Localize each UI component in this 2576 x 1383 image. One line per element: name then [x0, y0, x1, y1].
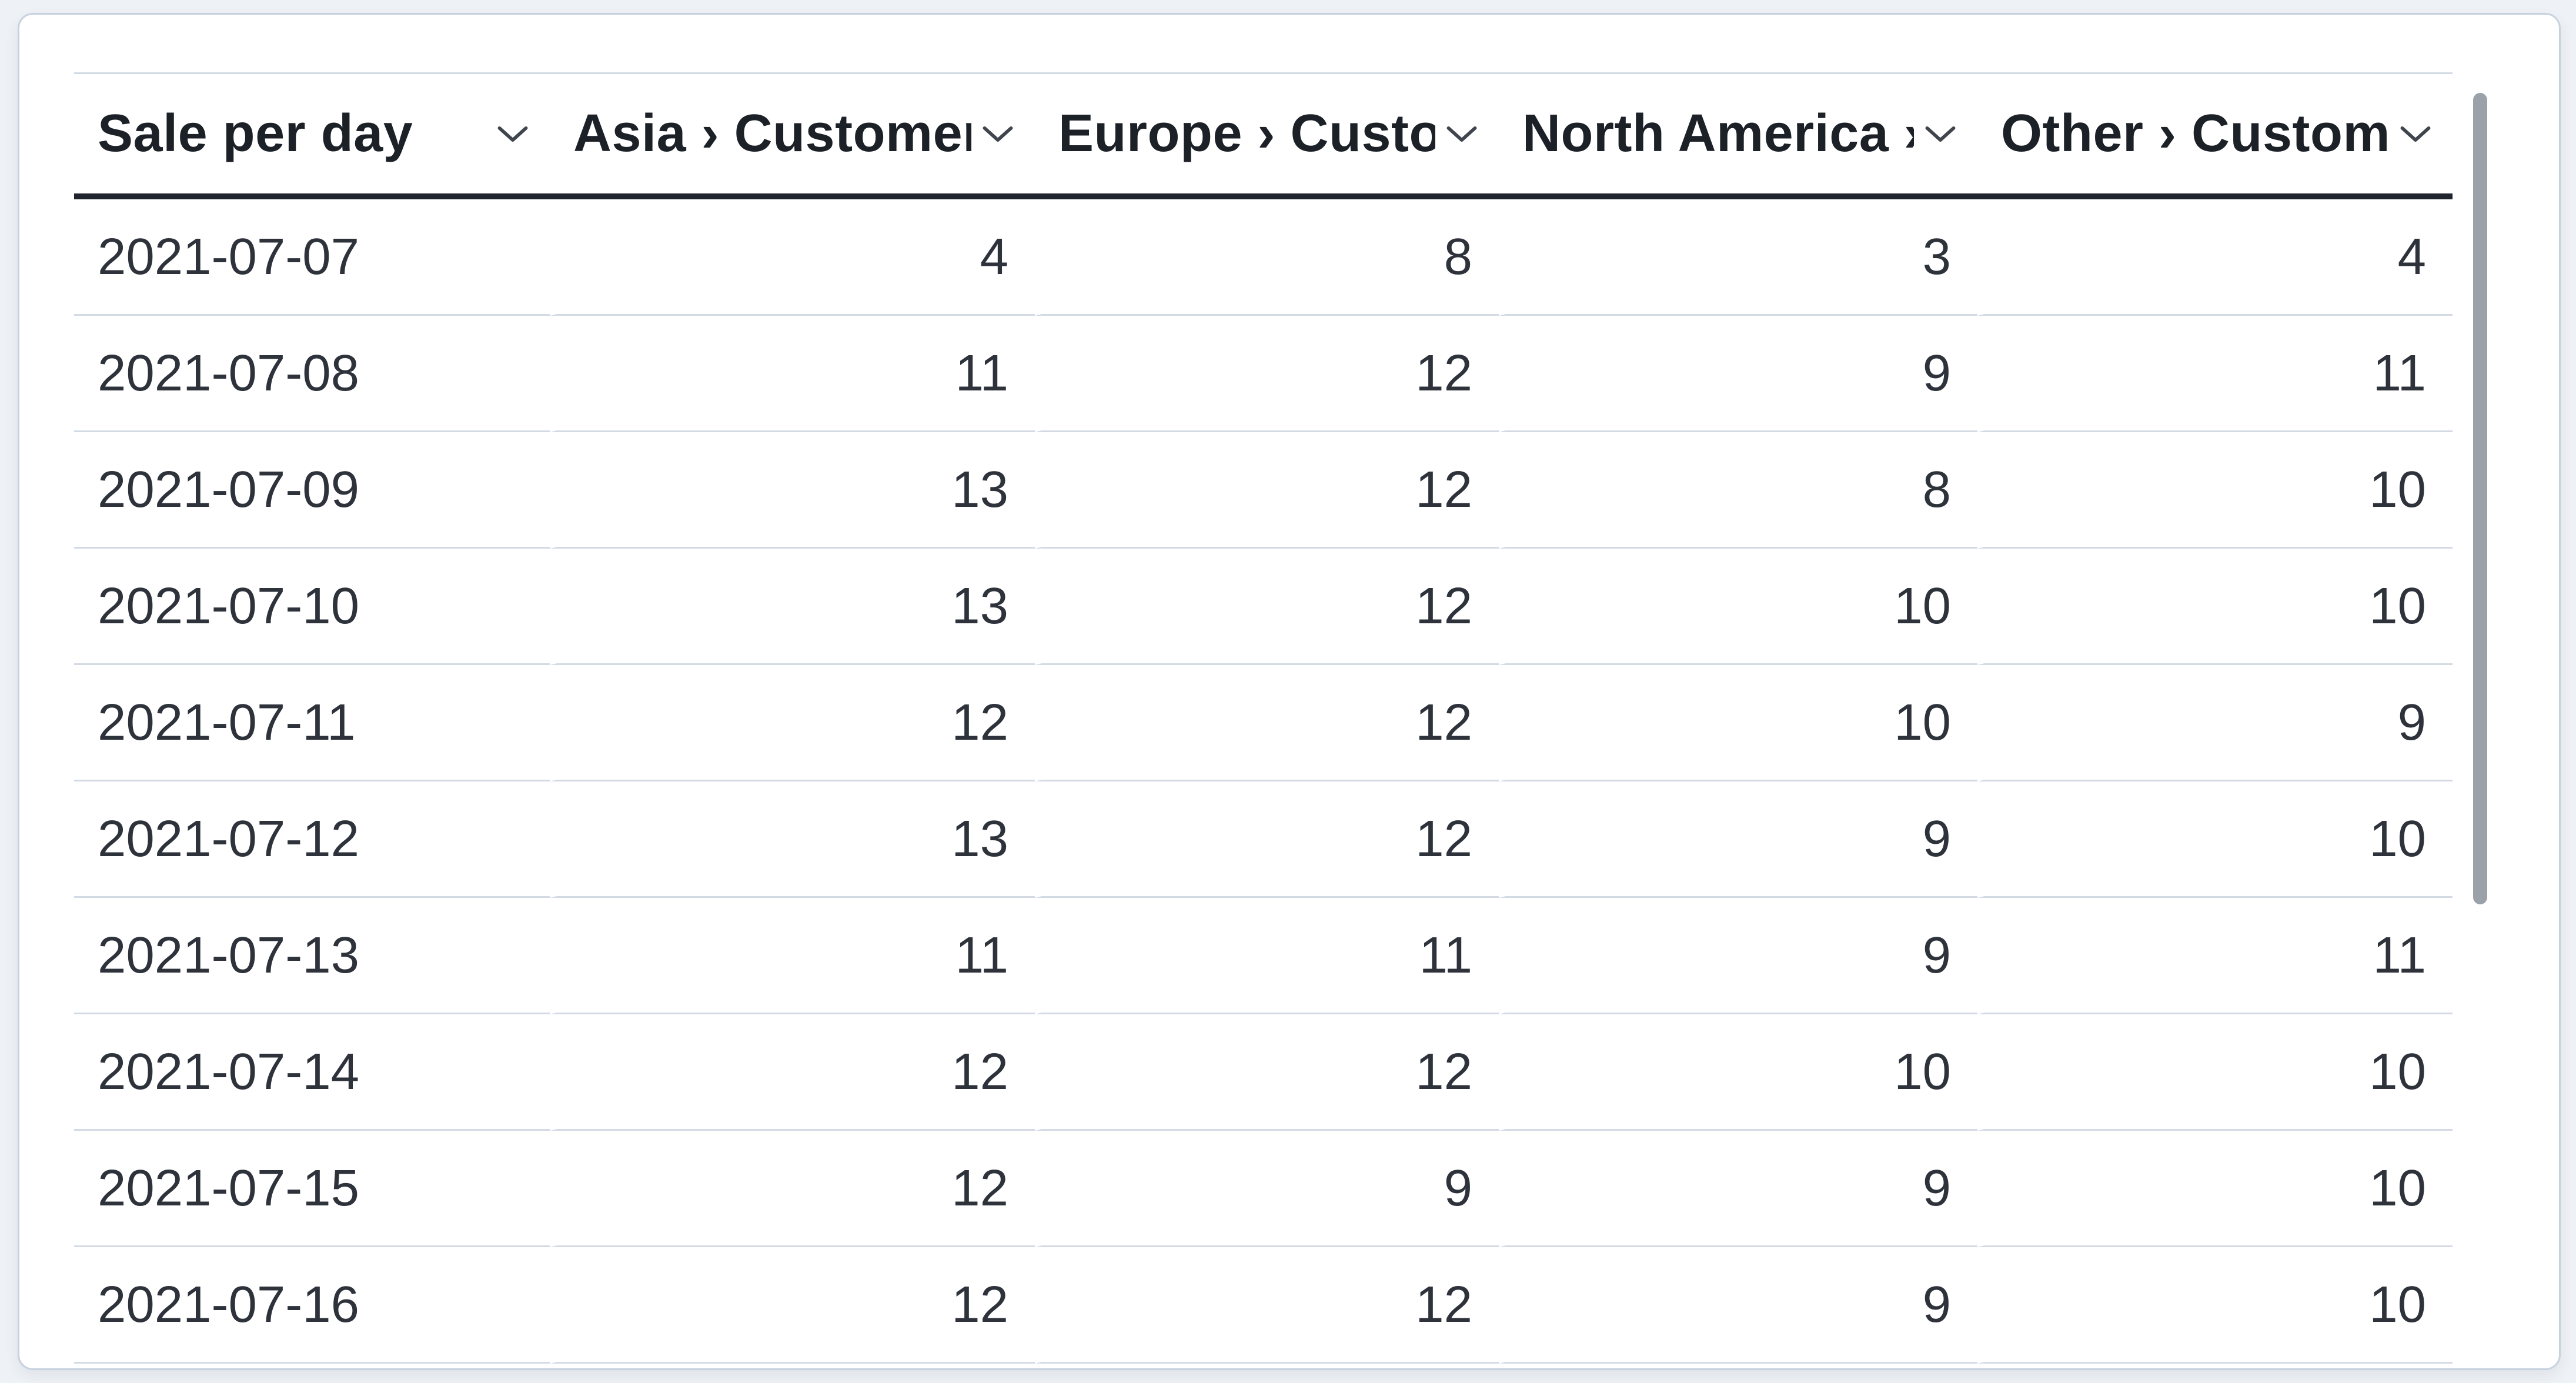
table-row: 2021-07-12 13 12 9 10: [74, 781, 2453, 898]
table-row: 2021-07-15 12 9 9 10: [74, 1131, 2453, 1247]
sale-per-day-table: Sale per day Asia › Customers Europe › Cus…: [74, 72, 2453, 1364]
value-cell: 11: [550, 898, 1035, 1014]
date-cell: 2021-07-07: [74, 199, 550, 316]
value-cell: 13: [550, 432, 1035, 549]
column-header-north-america-customers[interactable]: North America › Customers: [1499, 72, 1977, 199]
column-header-label: Asia › Customers: [573, 104, 971, 163]
value-cell: 9: [1499, 898, 1977, 1014]
sale-per-day-table-card: Sale per day Asia › Customers Europe › Cus…: [18, 13, 2561, 1370]
table-row: 2021-07-16 12 12 9 10: [74, 1247, 2453, 1364]
value-cell: 12: [1035, 1247, 1499, 1364]
value-cell: 12: [1035, 316, 1499, 432]
value-cell: 9: [1977, 665, 2453, 781]
value-cell: 12: [1035, 781, 1499, 898]
value-cell: 12: [550, 1014, 1035, 1131]
value-cell: 9: [1499, 781, 1977, 898]
value-cell: 11: [1977, 316, 2453, 432]
value-cell: 9: [1035, 1131, 1499, 1247]
value-cell: 11: [1977, 898, 2453, 1014]
value-cell: 10: [1977, 1014, 2453, 1131]
date-cell: 2021-07-11: [74, 665, 550, 781]
value-cell: 11: [1035, 898, 1499, 1014]
value-cell: 12: [550, 665, 1035, 781]
chevron-down-icon: [983, 126, 1013, 142]
value-cell: 12: [550, 1247, 1035, 1364]
value-cell: 3: [1499, 199, 1977, 316]
table-row: 2021-07-10 13 12 10 10: [74, 549, 2453, 665]
chevron-down-icon: [1925, 126, 1956, 142]
value-cell: 4: [1977, 199, 2453, 316]
column-header-label: North America › Customers: [1522, 104, 1914, 163]
value-cell: 13: [550, 781, 1035, 898]
vertical-scrollbar-thumb[interactable]: [2473, 93, 2487, 904]
date-cell: 2021-07-08: [74, 316, 550, 432]
chevron-down-icon: [497, 126, 528, 142]
column-header-europe-customers[interactable]: Europe › Customers: [1035, 72, 1499, 199]
date-cell: 2021-07-14: [74, 1014, 550, 1131]
table-header-row: Sale per day Asia › Customers Europe › Cus…: [74, 72, 2453, 199]
value-cell: 12: [1035, 1014, 1499, 1131]
value-cell: 10: [1977, 549, 2453, 665]
value-cell: 8: [1035, 199, 1499, 316]
table-row: 2021-07-07 4 8 3 4: [74, 199, 2453, 316]
date-cell: 2021-07-09: [74, 432, 550, 549]
column-header-asia-customers[interactable]: Asia › Customers: [550, 72, 1035, 199]
date-cell: 2021-07-16: [74, 1247, 550, 1364]
date-cell: 2021-07-15: [74, 1131, 550, 1247]
table-row: 2021-07-11 12 12 10 9: [74, 665, 2453, 781]
value-cell: 9: [1499, 316, 1977, 432]
value-cell: 10: [1977, 1247, 2453, 1364]
table-row: 2021-07-13 11 11 9 11: [74, 898, 2453, 1014]
table-row: 2021-07-08 11 12 9 11: [74, 316, 2453, 432]
chevron-down-icon: [2400, 126, 2431, 142]
value-cell: 11: [550, 316, 1035, 432]
table-row: 2021-07-14 12 12 10 10: [74, 1014, 2453, 1131]
date-cell: 2021-07-12: [74, 781, 550, 898]
table-body: 2021-07-07 4 8 3 4 2021-07-08 11 12 9 11 2021-07-0…: [74, 199, 2453, 1364]
table-scroll-area[interactable]: Sale per day Asia › Customers Europe › Cus…: [74, 72, 2453, 1364]
chevron-down-icon: [1446, 126, 1477, 142]
value-cell: 10: [1499, 1014, 1977, 1131]
table-row: 2021-07-09 13 12 8 10: [74, 432, 2453, 549]
value-cell: 10: [1499, 549, 1977, 665]
value-cell: 10: [1499, 665, 1977, 781]
column-header-label: Sale per day: [98, 104, 413, 163]
value-cell: 12: [1035, 549, 1499, 665]
value-cell: 8: [1499, 432, 1977, 549]
value-cell: 10: [1977, 432, 2453, 549]
value-cell: 4: [550, 199, 1035, 316]
value-cell: 12: [550, 1131, 1035, 1247]
column-header-label: Other › Customers: [2001, 104, 2389, 163]
column-header-sale-per-day[interactable]: Sale per day: [74, 72, 550, 199]
header-row: Sale per day Asia › Customers Europe › Cus…: [74, 72, 2453, 199]
date-cell: 2021-07-13: [74, 898, 550, 1014]
column-header-label: Europe › Customers: [1058, 104, 1435, 163]
date-cell: 2021-07-10: [74, 549, 550, 665]
value-cell: 9: [1499, 1247, 1977, 1364]
column-header-other-customers[interactable]: Other › Customers: [1977, 72, 2453, 199]
value-cell: 12: [1035, 665, 1499, 781]
value-cell: 12: [1035, 432, 1499, 549]
value-cell: 9: [1499, 1131, 1977, 1247]
value-cell: 13: [550, 549, 1035, 665]
value-cell: 10: [1977, 1131, 2453, 1247]
value-cell: 10: [1977, 781, 2453, 898]
